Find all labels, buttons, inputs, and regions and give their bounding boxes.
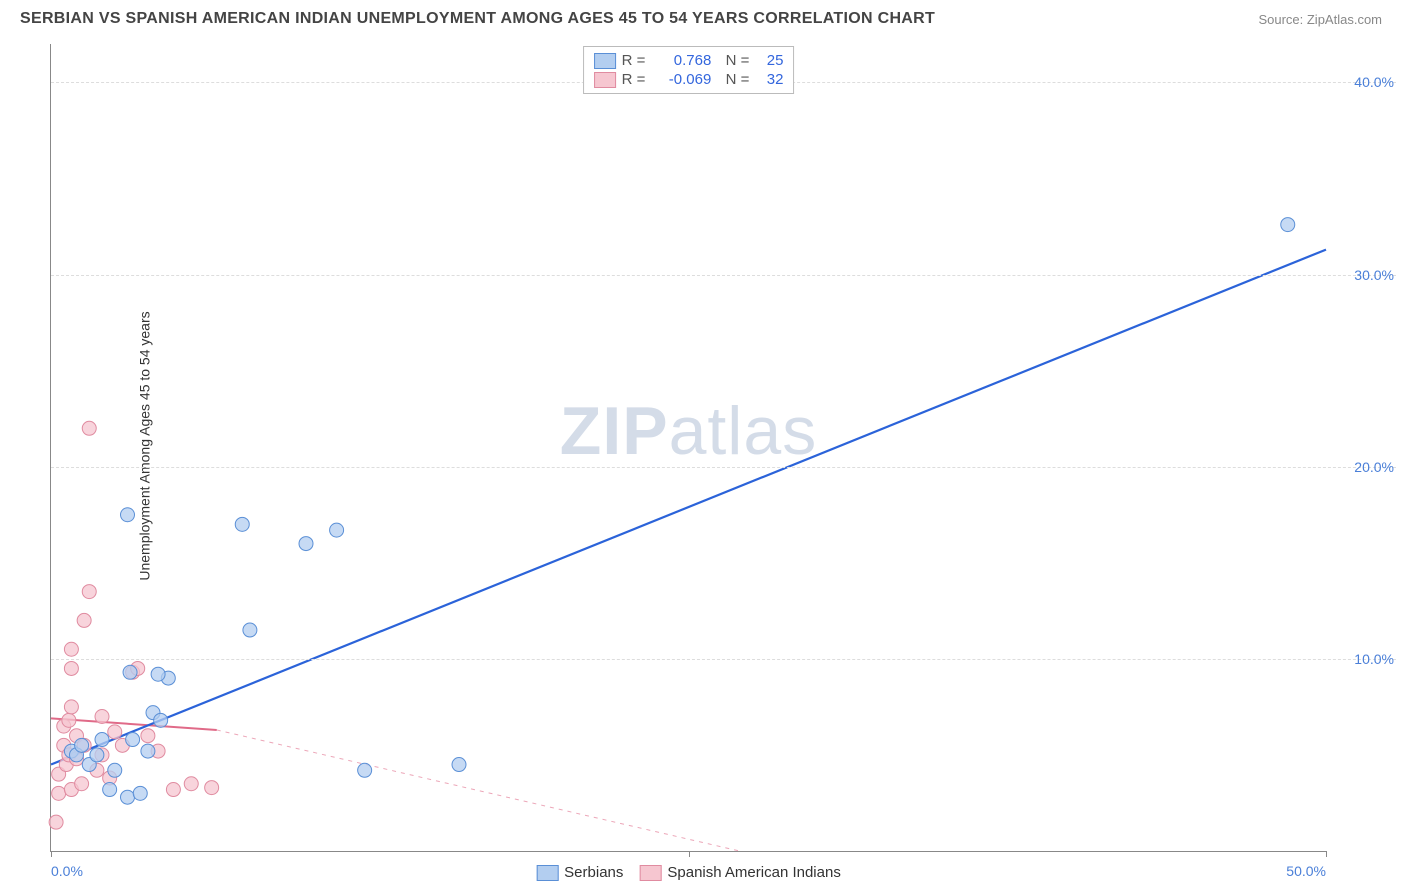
legend-row-spanish: R = -0.069 N = 32 bbox=[594, 70, 784, 89]
chart-plot-area: ZIPatlas R = 0.768 N = 25 R = -0.069 N =… bbox=[50, 44, 1326, 852]
n-value-serbians: 25 bbox=[755, 52, 783, 69]
gridline bbox=[51, 659, 1396, 660]
n-value-spanish: 32 bbox=[755, 71, 783, 88]
legend-row-serbians: R = 0.768 N = 25 bbox=[594, 51, 784, 70]
ytick-label: 30.0% bbox=[1354, 267, 1394, 283]
chart-title: SERBIAN VS SPANISH AMERICAN INDIAN UNEMP… bbox=[20, 10, 935, 28]
swatch-pink-icon bbox=[639, 865, 661, 881]
scatter-svg bbox=[51, 44, 1326, 851]
legend-item-serbians: Serbians bbox=[536, 864, 623, 881]
xtick bbox=[51, 851, 52, 857]
legend-label-serbians: Serbians bbox=[564, 864, 623, 881]
r-value-serbians: 0.768 bbox=[651, 52, 711, 69]
xtick bbox=[1326, 851, 1327, 857]
gridline bbox=[51, 467, 1396, 468]
legend-item-spanish: Spanish American Indians bbox=[639, 864, 840, 881]
source-label: Source: ZipAtlas.com bbox=[1258, 12, 1382, 27]
xtick-label: 0.0% bbox=[51, 863, 83, 879]
ytick-label: 10.0% bbox=[1354, 651, 1394, 667]
ytick-label: 20.0% bbox=[1354, 459, 1394, 475]
correlation-legend: R = 0.768 N = 25 R = -0.069 N = 32 bbox=[583, 46, 795, 94]
gridline bbox=[51, 275, 1396, 276]
legend-label-spanish: Spanish American Indians bbox=[667, 864, 840, 881]
swatch-blue-icon bbox=[536, 865, 558, 881]
swatch-pink-icon bbox=[594, 72, 616, 88]
r-value-spanish: -0.069 bbox=[651, 71, 711, 88]
xtick bbox=[689, 851, 690, 857]
ytick-label: 40.0% bbox=[1354, 74, 1394, 90]
series-legend: Serbians Spanish American Indians bbox=[536, 864, 841, 881]
swatch-blue-icon bbox=[594, 53, 616, 69]
xtick-label: 50.0% bbox=[1286, 863, 1326, 879]
